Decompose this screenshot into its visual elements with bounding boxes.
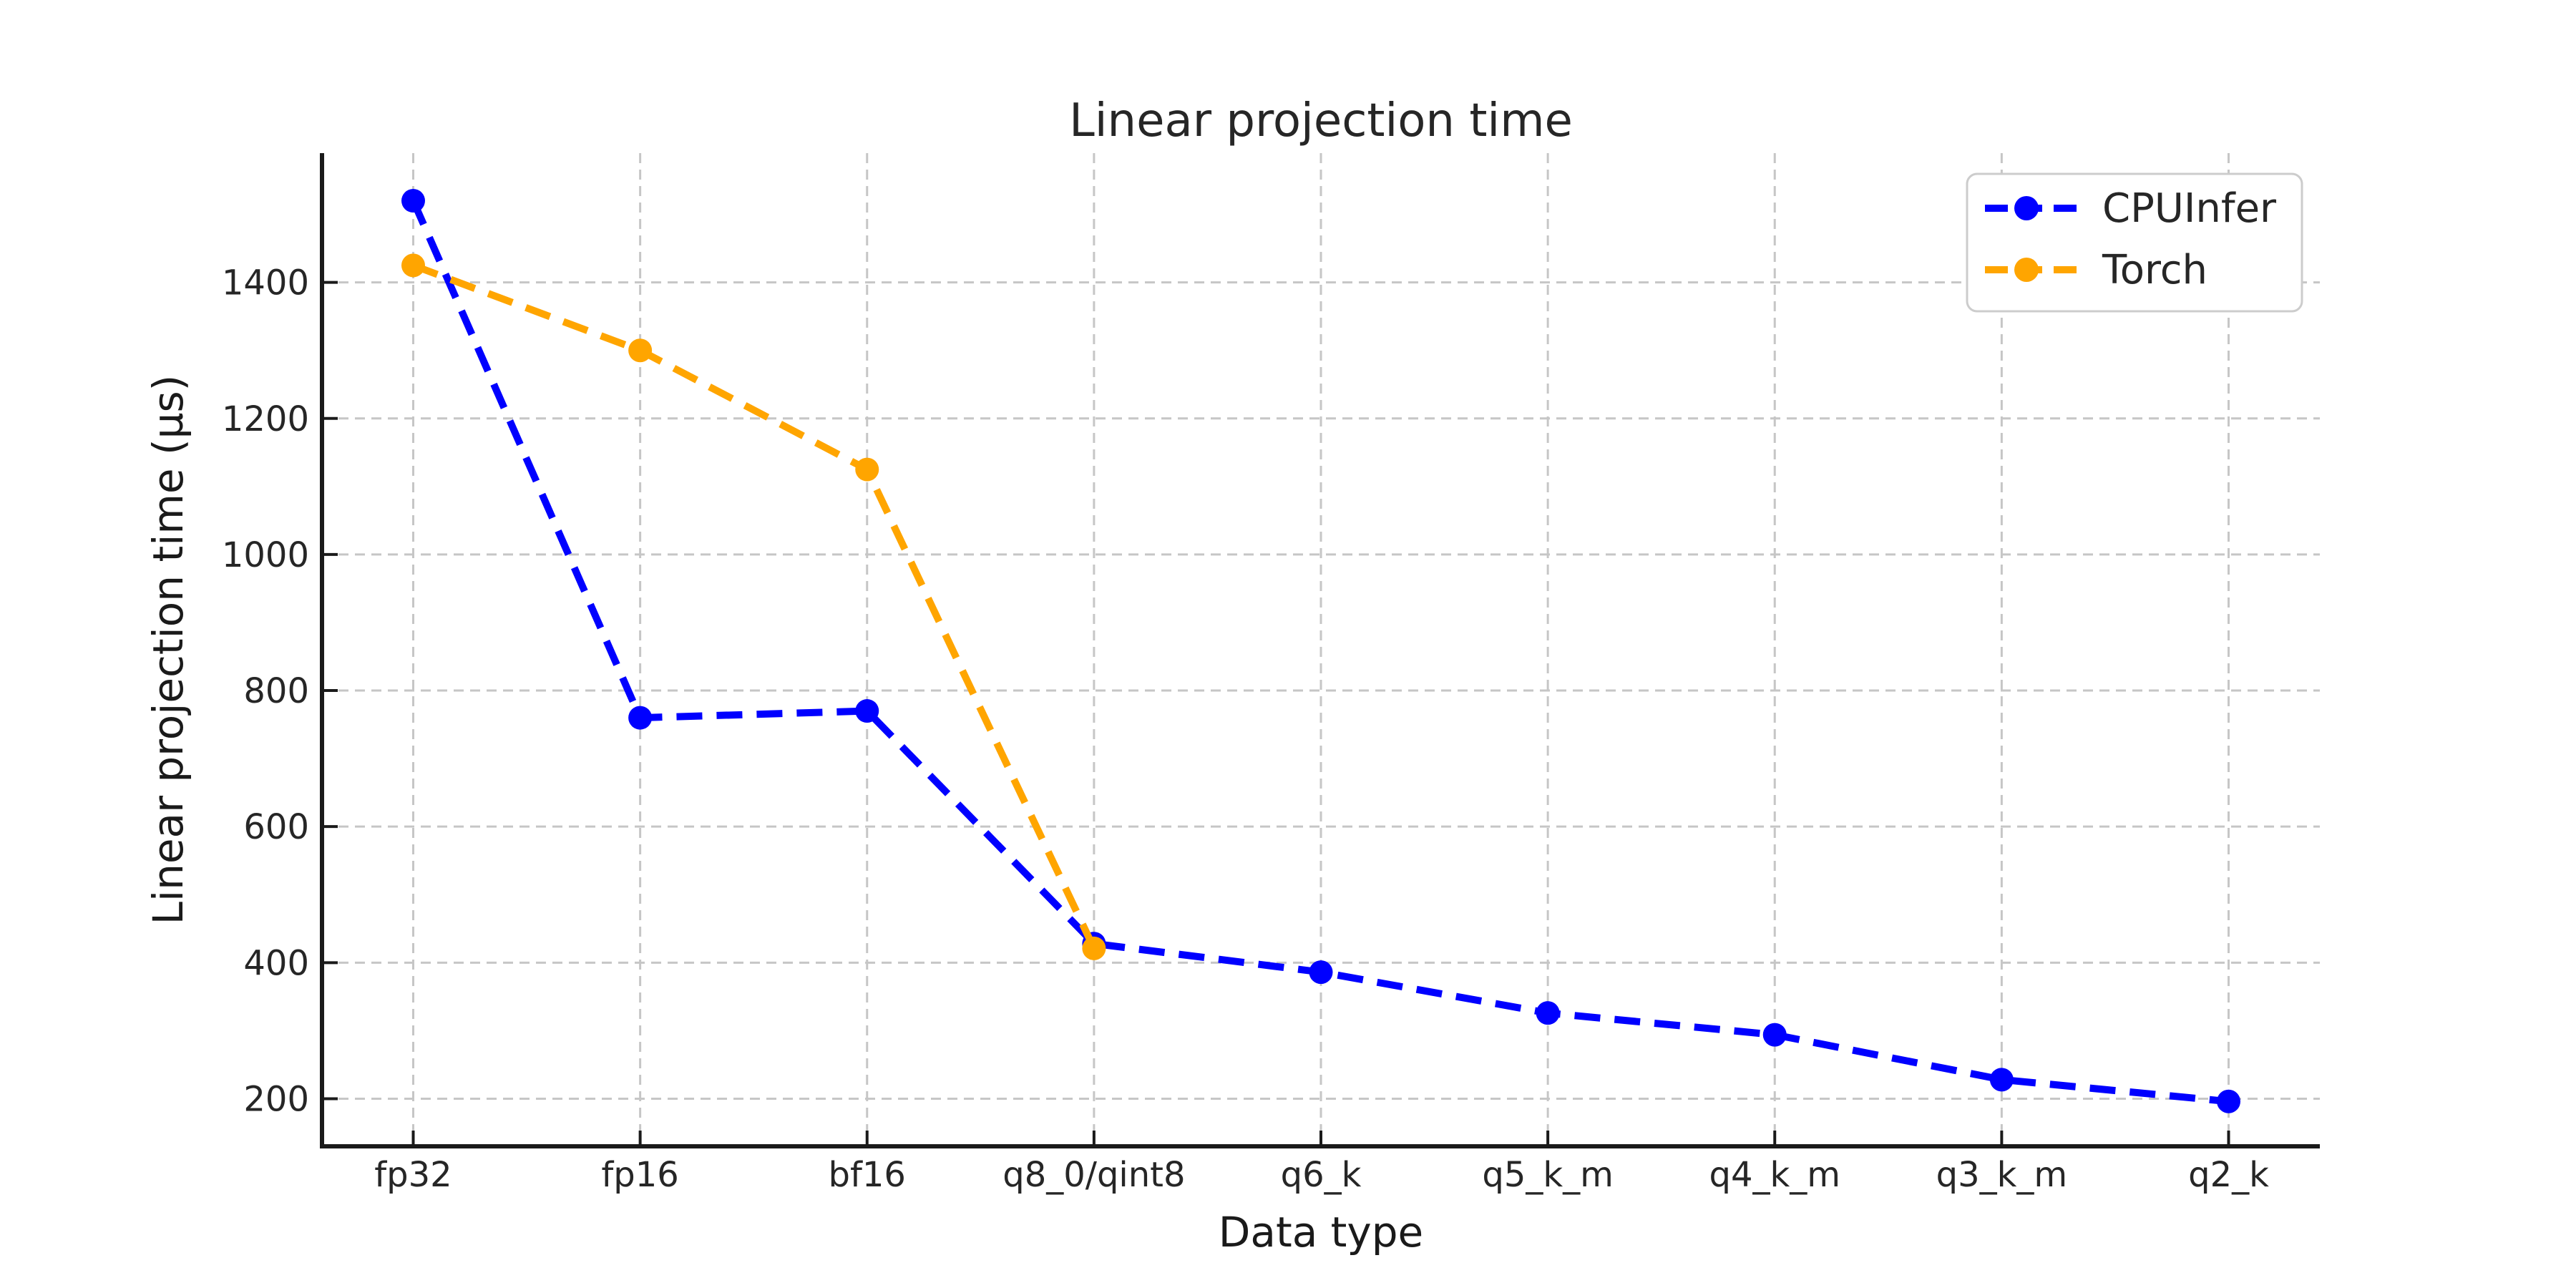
- data-point-cpuinfer-q2_k: [2217, 1089, 2240, 1113]
- x-tick-label: fp32: [374, 1155, 452, 1195]
- data-point-cpuinfer-q4_k_m: [1762, 1023, 1787, 1047]
- torch-marker-icon: [2014, 258, 2039, 282]
- x-tick-label: q6_k: [1281, 1155, 1362, 1195]
- legend-box: [1966, 172, 2303, 313]
- data-point-torch-fp16: [628, 338, 653, 363]
- legend-item-cpuinfer: CPUInfer: [1985, 185, 2277, 232]
- y-tick-label: 1000: [222, 535, 309, 575]
- data-point-cpuinfer-fp16: [628, 706, 653, 730]
- legend-label-cpuinfer: CPUInfer: [2102, 185, 2277, 232]
- data-point-cpuinfer-q3_k_m: [1989, 1068, 2014, 1092]
- x-tick-label: q4_k_m: [1709, 1155, 1840, 1195]
- tick-marks-and-labels: 200 400 600 800 1000 1200 1400 fp32 fp16 bf16 q8_0…: [222, 263, 2269, 1195]
- data-series: [401, 189, 2240, 1113]
- x-tick-label: bf16: [829, 1155, 906, 1195]
- data-point-cpuinfer-bf16: [855, 699, 879, 723]
- legend: CPUInfer Torch: [1966, 172, 2303, 313]
- data-point-cpuinfer-q5_k_m: [1536, 1001, 1560, 1025]
- x-tick-label: fp16: [601, 1155, 678, 1195]
- data-point-torch-q8_0/qint8: [1082, 936, 1106, 960]
- legend-item-torch: Torch: [1985, 247, 2207, 293]
- data-point-cpuinfer-fp32: [401, 189, 425, 213]
- data-point-torch-bf16: [855, 457, 879, 482]
- x-tick-label: q2_k: [2188, 1155, 2269, 1195]
- y-tick-label: 400: [243, 943, 309, 983]
- series-line-torch: [411, 262, 1098, 950]
- x-tick-label: q8_0/qint8: [1002, 1155, 1185, 1195]
- cpuinfer-marker-icon: [2014, 196, 2039, 220]
- x-axis-label: Data type: [1219, 1208, 1424, 1257]
- x-tick-label: q5_k_m: [1482, 1155, 1614, 1195]
- x-tick-label: q3_k_m: [1936, 1155, 2068, 1195]
- y-tick-label: 200: [243, 1079, 309, 1119]
- data-point-cpuinfer-q6_k: [1309, 960, 1333, 985]
- legend-label-torch: Torch: [2102, 247, 2207, 293]
- y-axis-label: Linear projection time (µs): [144, 375, 192, 925]
- y-tick-label: 1200: [222, 399, 309, 439]
- data-point-torch-fp32: [401, 253, 425, 278]
- y-tick-label: 1400: [222, 263, 309, 303]
- y-tick-label: 600: [243, 807, 309, 847]
- chart-title: Linear projection time: [1069, 94, 1573, 147]
- y-tick-label: 800: [243, 671, 309, 711]
